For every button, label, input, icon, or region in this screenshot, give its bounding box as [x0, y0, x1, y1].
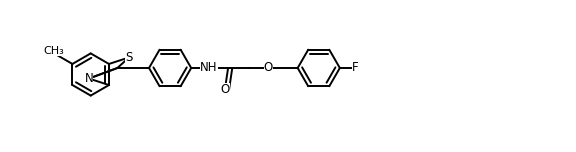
Text: O: O: [264, 61, 273, 74]
Text: CH₃: CH₃: [44, 46, 65, 56]
Text: F: F: [353, 61, 359, 74]
Text: S: S: [126, 51, 132, 64]
Text: N: N: [85, 72, 93, 85]
Text: NH: NH: [200, 61, 218, 74]
Text: O: O: [220, 83, 230, 96]
